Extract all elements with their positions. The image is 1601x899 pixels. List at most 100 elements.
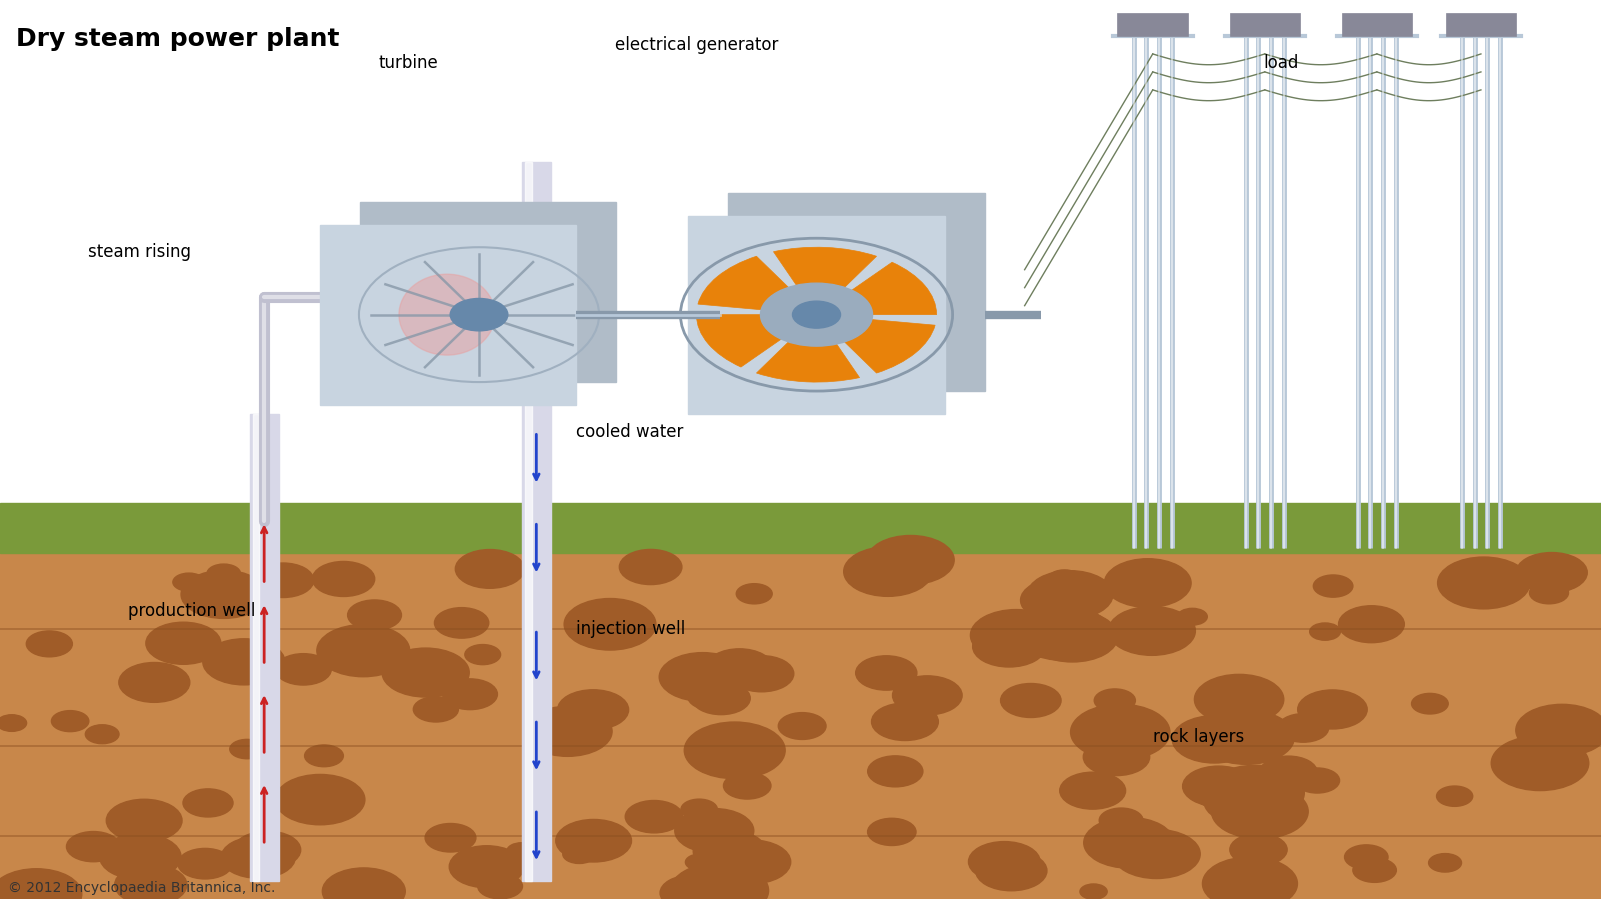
Circle shape [973,626,1045,667]
Circle shape [1345,845,1388,869]
Circle shape [975,850,1047,891]
Circle shape [736,583,772,604]
Circle shape [680,799,717,820]
Circle shape [106,799,183,841]
Text: © 2012 Encyclopaedia Britannica, Inc.: © 2012 Encyclopaedia Britannica, Inc. [8,880,275,895]
Circle shape [115,865,187,899]
Circle shape [67,832,120,862]
Wedge shape [698,256,788,310]
Bar [0,503,1601,553]
Circle shape [207,564,240,583]
Circle shape [181,570,267,619]
Circle shape [892,676,962,715]
Circle shape [1206,765,1305,821]
Bar [522,162,551,881]
Circle shape [1081,884,1108,899]
Circle shape [969,841,1041,882]
Circle shape [871,703,938,741]
Circle shape [730,655,794,692]
Circle shape [293,797,331,819]
Circle shape [1015,607,1111,661]
Circle shape [1060,772,1126,809]
Circle shape [1491,735,1588,790]
Text: load: load [1263,54,1298,72]
Circle shape [868,756,922,787]
Circle shape [620,549,682,584]
Circle shape [1071,704,1170,760]
Circle shape [564,599,656,650]
Circle shape [674,808,754,853]
Bar [253,414,259,881]
Circle shape [524,707,612,756]
Circle shape [434,608,488,638]
Circle shape [0,868,82,899]
Circle shape [178,849,232,879]
Circle shape [685,854,714,870]
Circle shape [1204,777,1290,825]
Circle shape [556,820,631,862]
Circle shape [1028,571,1113,619]
Circle shape [253,563,314,598]
Circle shape [1084,738,1150,776]
Circle shape [692,681,751,715]
Circle shape [477,874,522,899]
Bar [1342,13,1412,36]
Circle shape [312,562,375,596]
Circle shape [724,772,772,799]
Text: rock layers: rock layers [1153,728,1244,746]
Circle shape [118,663,191,702]
Circle shape [1353,858,1396,882]
Circle shape [85,725,118,743]
Circle shape [706,649,773,686]
Circle shape [1026,610,1117,662]
Circle shape [99,834,181,879]
Text: Dry steam power plant: Dry steam power plant [16,27,339,51]
Circle shape [866,536,954,584]
Circle shape [1428,853,1462,872]
Circle shape [844,547,932,596]
Circle shape [1047,570,1081,589]
FancyBboxPatch shape [688,216,945,414]
Circle shape [1438,557,1531,609]
Circle shape [1516,553,1587,592]
Circle shape [970,610,1061,661]
Circle shape [1001,683,1061,717]
Text: injection well: injection well [576,620,685,638]
Circle shape [426,823,475,852]
Text: turbine: turbine [378,54,439,72]
Circle shape [792,301,841,328]
Circle shape [234,831,301,868]
Circle shape [26,631,72,657]
Circle shape [203,639,285,685]
Circle shape [1202,857,1297,899]
Circle shape [304,745,343,767]
Circle shape [322,868,405,899]
Circle shape [1113,830,1201,878]
Circle shape [173,573,205,592]
Bar [0,553,1601,899]
Circle shape [1177,609,1207,625]
Circle shape [1108,607,1196,655]
Circle shape [693,831,767,871]
Bar [250,414,279,881]
Text: steam rising: steam rising [88,243,191,261]
Circle shape [1516,704,1601,756]
Circle shape [1310,623,1340,640]
Circle shape [508,842,536,859]
Circle shape [455,549,525,588]
Circle shape [1183,766,1255,806]
Bar [1230,13,1300,36]
Circle shape [1105,558,1191,608]
Circle shape [671,863,768,899]
Circle shape [1529,565,1579,592]
Circle shape [868,818,916,845]
Circle shape [1194,674,1284,725]
Circle shape [605,607,636,624]
FancyBboxPatch shape [728,193,985,391]
Circle shape [450,298,508,331]
Circle shape [557,690,629,730]
Wedge shape [696,315,781,367]
Wedge shape [845,319,935,373]
Circle shape [1093,689,1135,712]
Circle shape [1196,723,1233,743]
